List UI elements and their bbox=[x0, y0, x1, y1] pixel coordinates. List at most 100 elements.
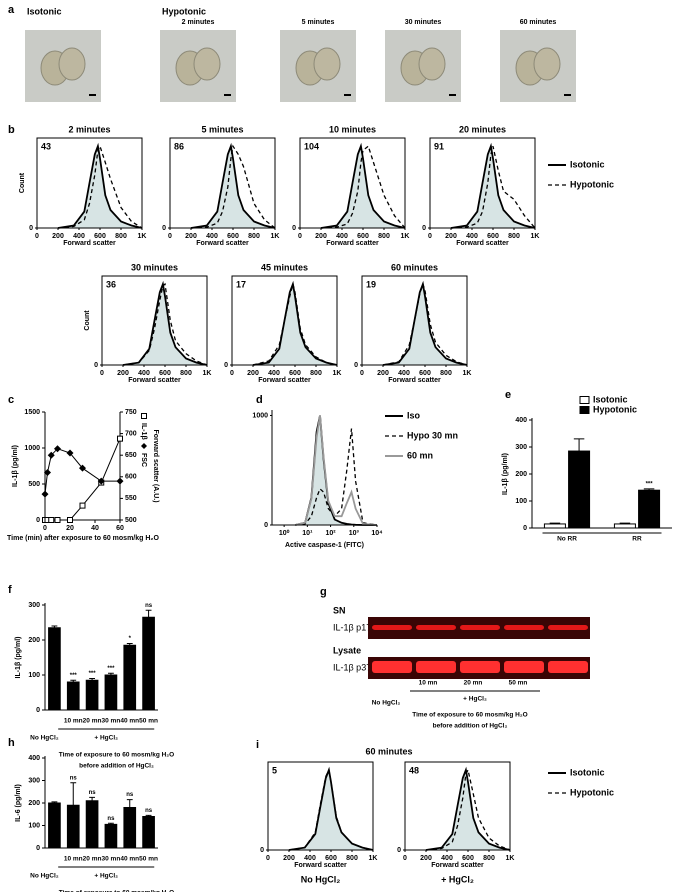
curve bbox=[57, 144, 143, 229]
group-label: + HgCl₂ bbox=[94, 873, 118, 880]
bar bbox=[123, 644, 137, 711]
x-tick-label: 600 bbox=[159, 370, 171, 377]
x-axis-label: Forward scatter bbox=[431, 862, 484, 869]
chart-title: 2 minutes bbox=[68, 124, 110, 134]
y-tick-label: 0 bbox=[260, 847, 264, 854]
bar bbox=[568, 450, 591, 529]
area-fill bbox=[253, 284, 337, 365]
x-tick-label: 400 bbox=[268, 370, 280, 377]
curve bbox=[295, 415, 377, 526]
x-tick-label: 10 mn bbox=[64, 718, 83, 725]
y-tick-label: 0 bbox=[29, 225, 33, 232]
area-fill bbox=[123, 284, 207, 365]
significance: ns bbox=[70, 775, 78, 781]
bar bbox=[66, 681, 80, 711]
bar bbox=[104, 823, 118, 849]
x-tick-label: 1K bbox=[401, 233, 410, 240]
blot-band bbox=[460, 625, 500, 630]
error-bar bbox=[89, 796, 96, 801]
curve bbox=[288, 766, 374, 851]
marker bbox=[97, 477, 105, 485]
x-tick-label: 10³ bbox=[349, 530, 360, 537]
legend-swatch bbox=[579, 396, 590, 404]
curve bbox=[382, 280, 468, 366]
y2-tick-label: 500 bbox=[125, 517, 137, 524]
bar bbox=[613, 523, 636, 529]
bar bbox=[543, 523, 566, 529]
legend-label: Hypotonic bbox=[570, 179, 614, 189]
y2-tick-label: 600 bbox=[125, 474, 137, 481]
x-tick-label: No RR bbox=[557, 536, 577, 543]
panel-label: b bbox=[8, 124, 15, 136]
x-axis-label: Forward scatter bbox=[128, 377, 181, 384]
legend-label: Hypo 30 mn bbox=[407, 430, 458, 440]
y-tick-label: 100 bbox=[28, 822, 40, 829]
y-tick-label: 0 bbox=[397, 847, 401, 854]
error-bar bbox=[89, 678, 96, 681]
annotation: 43 bbox=[41, 141, 51, 151]
area-fill bbox=[321, 146, 405, 228]
curve bbox=[57, 142, 143, 229]
significance: *** bbox=[107, 666, 115, 672]
x-axis-label: Time (min) after exposure to 60 mosm/kg … bbox=[7, 535, 160, 542]
panel-label: f bbox=[8, 584, 12, 596]
plot-frame bbox=[36, 137, 143, 229]
annotation: 17 bbox=[236, 279, 246, 289]
x-axis-label: Forward scatter bbox=[294, 862, 347, 869]
lane-label: 50 mn bbox=[509, 680, 528, 687]
x-tick-label: 1K bbox=[271, 233, 280, 240]
blot-band bbox=[460, 661, 500, 673]
panel-label: g bbox=[320, 586, 327, 598]
x-tick-label: 30 mn bbox=[102, 718, 121, 725]
significance: ns bbox=[126, 792, 134, 798]
significance: *** bbox=[70, 673, 78, 679]
panel-label: a bbox=[8, 4, 15, 16]
bar bbox=[48, 627, 61, 711]
marker bbox=[79, 502, 86, 509]
x-tick-label: 800 bbox=[483, 855, 495, 862]
curve bbox=[295, 428, 378, 526]
plot-frame bbox=[299, 137, 406, 229]
x-tick-label: 10⁰ bbox=[279, 529, 290, 537]
x-tick-label: 40 mn bbox=[120, 856, 139, 863]
y-axis-label: IL-1β (pg/ml) bbox=[15, 637, 22, 679]
x-tick-label: No HgCl₂ bbox=[30, 873, 59, 880]
panel-label: i bbox=[256, 739, 259, 751]
x-axis-label: Time of exposure to 60 mosm/kg H₂O bbox=[59, 890, 174, 892]
y-tick-label: 200 bbox=[515, 471, 527, 478]
marker bbox=[117, 435, 123, 442]
error-bar bbox=[126, 799, 133, 808]
y-tick-label: 1000 bbox=[252, 412, 268, 419]
x-axis-label: Forward scatter bbox=[388, 377, 441, 384]
marker bbox=[54, 517, 61, 523]
area-fill bbox=[289, 770, 373, 850]
chart-title: 60 minutes bbox=[365, 746, 412, 756]
annotation: 104 bbox=[304, 141, 319, 151]
y-axis-label: IL-1β (pg/ml) bbox=[12, 445, 19, 487]
x-tick-label: 200 bbox=[52, 233, 64, 240]
caption: + HgCl₂ bbox=[441, 874, 474, 884]
scale-bar bbox=[564, 94, 571, 96]
x-tick-label: 400 bbox=[336, 233, 348, 240]
y-tick-label: 1000 bbox=[24, 445, 40, 452]
x-axis-label: before addition of HgCl₂ bbox=[79, 763, 154, 770]
error-bar bbox=[107, 822, 114, 825]
x-tick-label: 0 bbox=[100, 370, 104, 377]
y-tick-label: 0 bbox=[36, 517, 40, 524]
x-axis-label: Forward scatter bbox=[63, 240, 116, 247]
x-tick-label: 200 bbox=[117, 370, 129, 377]
x-tick-label: 200 bbox=[445, 233, 457, 240]
plot-frame bbox=[231, 275, 338, 366]
marker bbox=[79, 464, 86, 472]
marker bbox=[54, 445, 61, 453]
x-tick-label: 0 bbox=[298, 233, 302, 240]
y-tick-label: 0 bbox=[36, 845, 40, 852]
error-bar bbox=[70, 782, 77, 806]
curve bbox=[382, 281, 468, 366]
bar bbox=[85, 800, 99, 849]
plot-frame bbox=[361, 275, 468, 366]
curve bbox=[252, 283, 338, 366]
x-tick-label: 800 bbox=[440, 370, 452, 377]
legend-label: FSC bbox=[140, 453, 147, 467]
